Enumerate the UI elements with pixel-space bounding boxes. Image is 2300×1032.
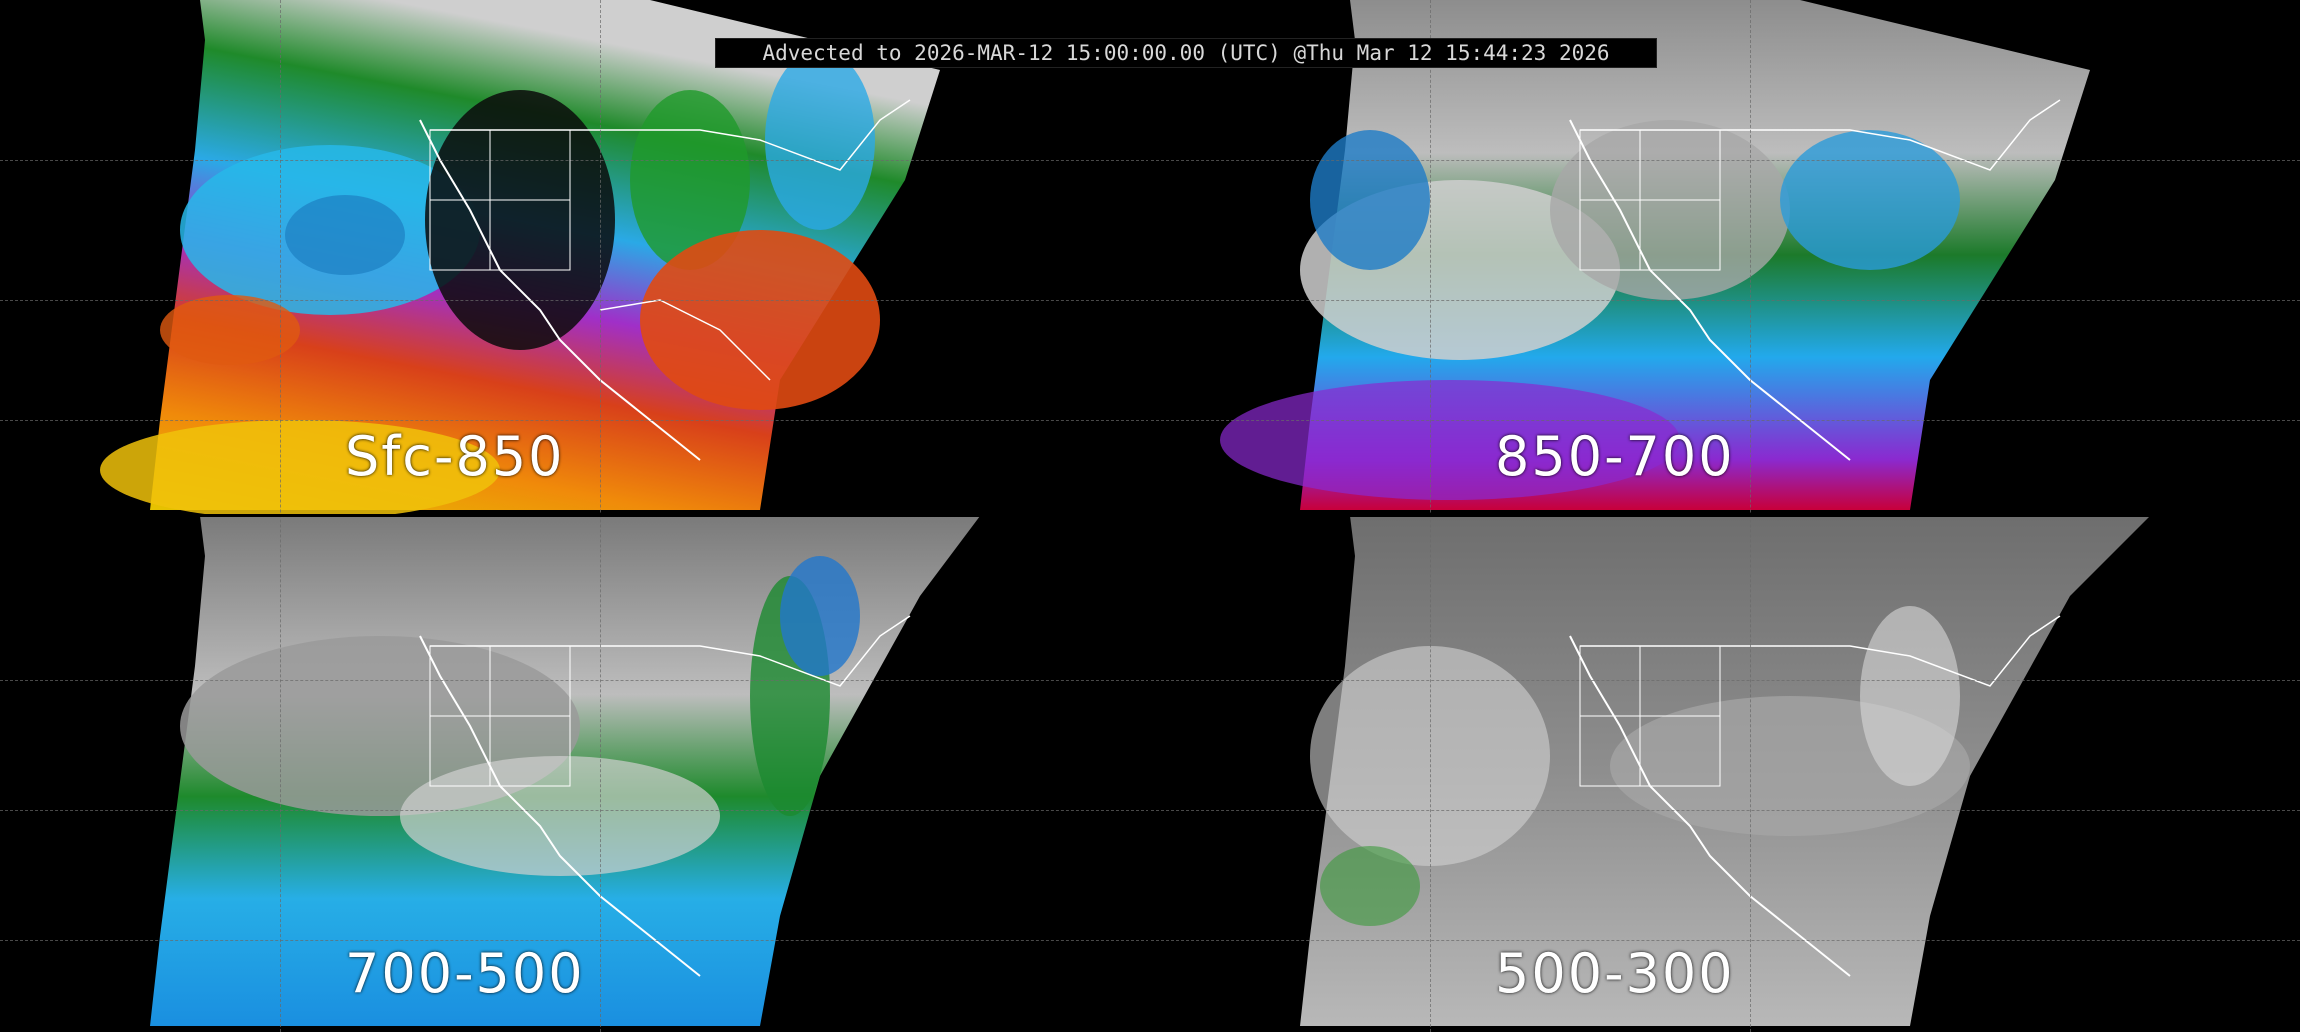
panel-label-500-300: 500-300 — [1495, 942, 1735, 1005]
panel-500-300 — [1150, 516, 2300, 1032]
panel-sfc-850-imagery — [100, 0, 940, 516]
advection-timestamp-banner: Advected to 2026-MAR-12 15:00:00.00 (UTC… — [715, 38, 1657, 68]
panel-label-850-700: 850-700 — [1495, 425, 1735, 488]
panel-label-700-500: 700-500 — [345, 942, 585, 1005]
panel-500-300-imagery — [1300, 516, 2150, 1026]
panel-850-700 — [1150, 0, 2300, 516]
panel-700-500-imagery — [150, 516, 980, 1026]
panel-850-700-imagery — [1220, 0, 2090, 510]
panel-sfc-850 — [0, 0, 1150, 516]
panel-label-sfc-850: Sfc-850 — [345, 425, 565, 488]
panel-divider — [1148, 0, 1151, 1032]
panel-700-500 — [0, 516, 1150, 1032]
